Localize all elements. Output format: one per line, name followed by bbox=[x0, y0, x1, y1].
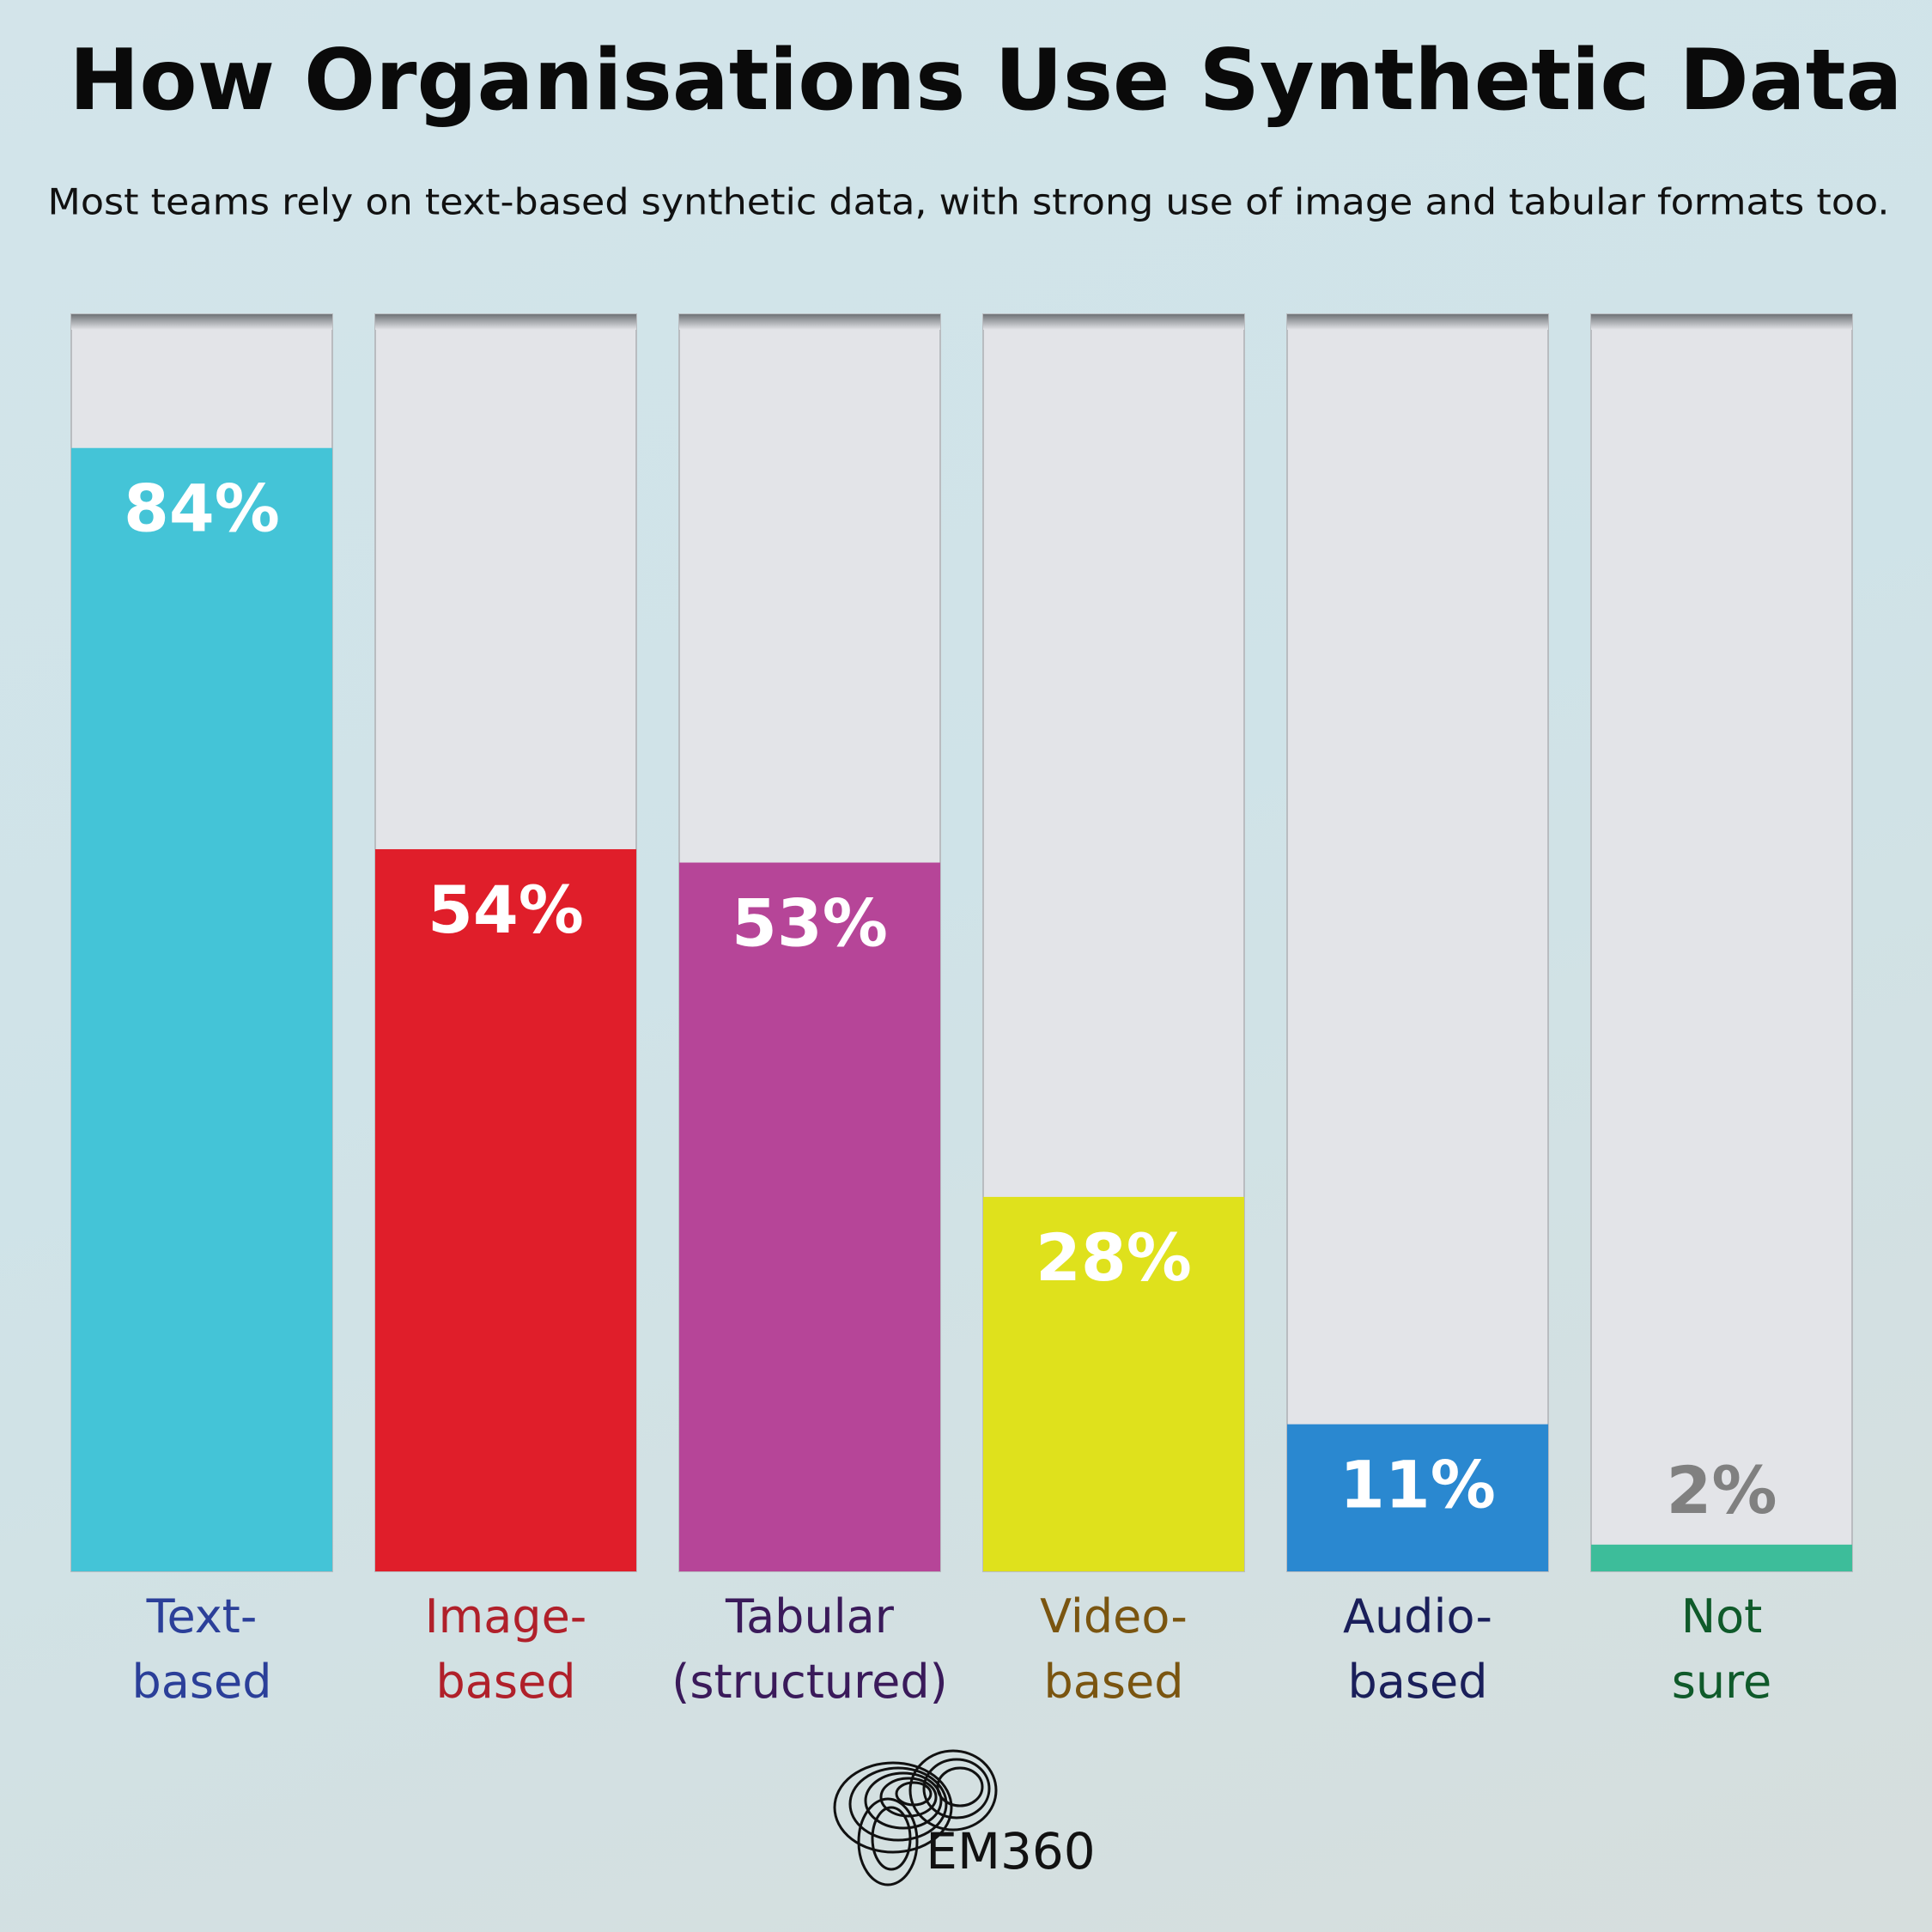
value-label: 84% bbox=[124, 471, 280, 547]
value-label: 54% bbox=[428, 872, 584, 948]
x-tick-label: Not sure bbox=[1671, 1589, 1772, 1709]
x-tick-label: Text- based bbox=[131, 1589, 272, 1709]
bar-track-shadow bbox=[679, 314, 940, 330]
x-tick-label: Video- based bbox=[1040, 1589, 1188, 1709]
bar-track bbox=[1286, 313, 1549, 1572]
value-label: 11% bbox=[1340, 1447, 1496, 1523]
chart-title: How Organisations Use Synthetic Data bbox=[70, 32, 1903, 130]
x-tick-label: Audio- based bbox=[1343, 1589, 1492, 1709]
chart-subtitle: Most teams rely on text-based synthetic … bbox=[48, 181, 1890, 223]
bar bbox=[375, 848, 636, 1571]
value-label: 53% bbox=[732, 885, 888, 962]
bar bbox=[679, 862, 940, 1571]
x-tick-label: Image- based bbox=[424, 1589, 587, 1709]
logo-text: EM360 bbox=[926, 1822, 1095, 1880]
x-tick-label-box: Tabular (structured) bbox=[671, 1589, 948, 1709]
bar-track-shadow bbox=[71, 314, 332, 330]
bar-track-shadow bbox=[1591, 314, 1852, 330]
bar-track bbox=[1590, 313, 1853, 1572]
bar-track-shadow bbox=[1287, 314, 1548, 330]
bar bbox=[1591, 1544, 1852, 1571]
value-label: 2% bbox=[1666, 1452, 1777, 1528]
value-label: 28% bbox=[1036, 1219, 1192, 1296]
x-tick-label-box: Image- based bbox=[424, 1589, 587, 1709]
x-tick-label-box: Video- based bbox=[1040, 1589, 1188, 1709]
bar bbox=[71, 447, 332, 1572]
x-tick-label: Tabular (structured) bbox=[671, 1589, 948, 1709]
bar-track-shadow bbox=[983, 314, 1244, 330]
x-tick-label-box: Text- based bbox=[131, 1589, 272, 1709]
bar bbox=[983, 1196, 1244, 1571]
logo-icon bbox=[833, 1749, 998, 1886]
x-tick-label-box: Audio- based bbox=[1343, 1589, 1492, 1709]
x-tick-label-box: Not sure bbox=[1671, 1589, 1772, 1709]
bar-track-shadow bbox=[375, 314, 636, 330]
bar bbox=[1287, 1424, 1548, 1571]
